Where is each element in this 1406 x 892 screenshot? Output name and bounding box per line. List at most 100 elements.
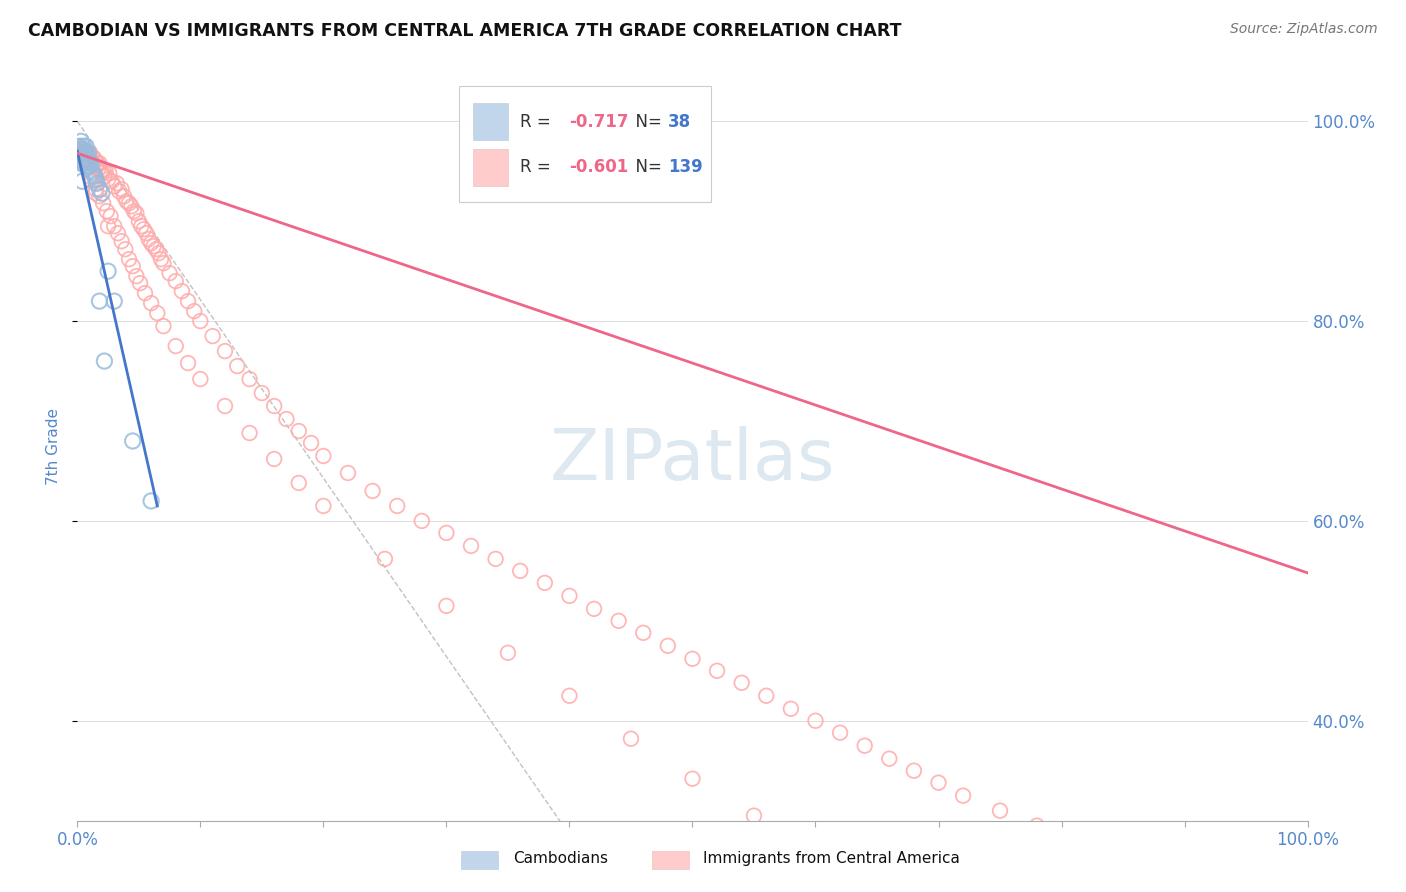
Point (72, 142, 94, 156)
Point (84, 186, 107, 201)
Point (118, 252, 141, 267)
Point (84, 172, 107, 186)
Point (226, 359, 249, 373)
Point (129, 276, 152, 290)
Point (657, 639, 679, 653)
Point (70, 142, 93, 156)
Point (361, 483, 384, 498)
Point (79, 146, 101, 161)
Point (91, 162, 114, 177)
Point (80, 156, 103, 170)
Point (583, 602, 606, 616)
Point (121, 259, 143, 273)
Point (79, 153, 101, 167)
Point (73, 145, 96, 159)
Point (558, 689, 581, 703)
Point (299, 436, 322, 450)
Point (1076, 838, 1098, 853)
Point (72, 149, 94, 163)
Point (165, 274, 187, 288)
Point (337, 466, 360, 480)
Point (112, 189, 135, 203)
Point (165, 339, 187, 353)
Point (928, 775, 950, 789)
Point (1112, 854, 1135, 868)
Point (214, 344, 236, 359)
Point (70, 156, 93, 170)
Point (138, 232, 160, 246)
Point (82, 174, 104, 188)
Point (90, 186, 114, 201)
Text: R =: R = (520, 158, 557, 177)
Point (988, 804, 1011, 818)
Point (129, 219, 153, 234)
Point (97, 264, 120, 278)
Point (148, 246, 170, 260)
Point (82, 166, 104, 180)
Point (804, 714, 827, 728)
Point (89, 182, 111, 196)
Point (75, 139, 97, 153)
Point (250, 386, 273, 401)
Point (115, 194, 138, 209)
Point (118, 196, 141, 211)
Point (1026, 819, 1049, 833)
Point (903, 764, 925, 778)
Point (89, 294, 111, 309)
Point (101, 174, 124, 188)
Point (91, 196, 114, 211)
Y-axis label: 7th Grade: 7th Grade (45, 408, 60, 484)
Point (96, 204, 118, 219)
Point (67, 139, 90, 153)
Point (141, 494, 163, 508)
Point (177, 356, 200, 370)
Point (122, 204, 145, 219)
Point (188, 372, 212, 386)
Point (509, 564, 531, 578)
Point (374, 552, 396, 566)
Point (108, 184, 131, 198)
Point (830, 725, 852, 739)
Point (755, 689, 778, 703)
Bar (458, 87, 711, 202)
Bar (474, 103, 508, 140)
Point (214, 399, 236, 413)
Point (706, 664, 728, 678)
Text: Cambodians: Cambodians (513, 851, 609, 865)
Point (73, 153, 96, 167)
Point (288, 475, 311, 490)
Point (69, 149, 91, 163)
Point (107, 226, 129, 240)
Point (72, 156, 94, 170)
Point (89, 189, 111, 203)
Point (90, 166, 114, 180)
Point (70, 174, 93, 188)
Point (146, 306, 169, 320)
Point (70, 154, 93, 169)
Text: N=: N= (624, 112, 666, 130)
Point (82, 164, 104, 178)
Text: -0.601: -0.601 (569, 158, 628, 177)
Point (607, 614, 630, 628)
Point (93, 169, 115, 184)
Point (780, 702, 803, 716)
Point (94, 164, 117, 178)
Point (170, 284, 193, 298)
Point (263, 399, 285, 413)
Point (80, 154, 103, 169)
Point (73, 146, 96, 161)
Point (134, 286, 156, 301)
Point (239, 372, 262, 386)
Point (86, 176, 108, 190)
Point (76, 145, 98, 159)
Point (79, 159, 101, 173)
Point (952, 789, 974, 803)
Point (93, 354, 115, 368)
Point (103, 219, 125, 234)
Point (79, 169, 101, 184)
Point (879, 752, 901, 766)
Point (152, 256, 174, 270)
Point (276, 412, 298, 426)
Point (150, 252, 173, 267)
Point (159, 266, 181, 280)
